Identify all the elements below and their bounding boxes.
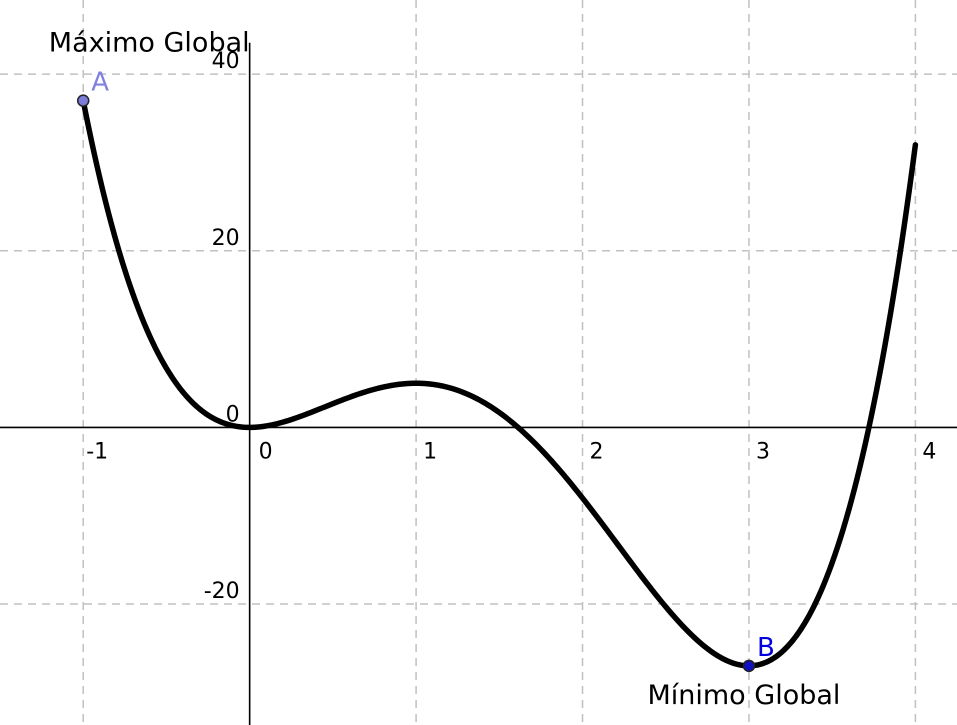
annotations: Máximo Global Mínimo Global [49,28,841,711]
x-tick-label-4: 4 [922,439,936,464]
x-tick-label--1: -1 [86,439,108,464]
x-tick-label-0: 0 [259,439,273,464]
function-curve [80,97,919,669]
points: AB [76,68,775,673]
y-tick-label-0: 0 [226,402,240,427]
x-tick-label-1: 1 [423,439,437,464]
annotation-minimo-global: Mínimo Global [647,680,840,711]
y-tick-label-20: 20 [212,226,240,251]
point-b [742,659,756,673]
y-tick-label-40: 40 [212,49,240,74]
annotation-maximo-global: Máximo Global [49,28,250,59]
y-tick-label--20: -20 [204,579,240,604]
point-label-a: A [91,68,109,98]
x-tick-label-3: 3 [756,439,770,464]
tick-labels: -1 0 1 2 3 4 -20 0 20 40 [86,49,936,604]
axes [0,42,957,725]
x-tick-label-2: 2 [590,439,604,464]
point-a [76,94,90,107]
point-label-b: B [757,633,775,663]
